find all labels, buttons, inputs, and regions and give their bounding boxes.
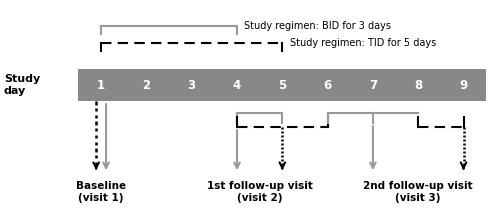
Text: 3: 3	[188, 79, 196, 92]
Text: 1: 1	[97, 79, 105, 92]
Text: 5: 5	[278, 79, 286, 92]
Text: Study
day: Study day	[4, 74, 40, 96]
Text: Study regimen: TID for 5 days: Study regimen: TID for 5 days	[290, 38, 436, 48]
Text: 2nd follow-up visit
(visit 3): 2nd follow-up visit (visit 3)	[364, 181, 473, 203]
Text: 4: 4	[233, 79, 241, 92]
Text: 7: 7	[369, 79, 377, 92]
Text: Baseline
(visit 1): Baseline (visit 1)	[76, 181, 126, 203]
Bar	[78, 69, 486, 101]
Text: Study regimen: BID for 3 days: Study regimen: BID for 3 days	[244, 21, 392, 31]
Text: 9: 9	[460, 79, 468, 92]
Text: 1st follow-up visit
(visit 2): 1st follow-up visit (visit 2)	[206, 181, 312, 203]
Text: 6: 6	[324, 79, 332, 92]
Text: 8: 8	[414, 79, 422, 92]
Text: 2: 2	[142, 79, 150, 92]
